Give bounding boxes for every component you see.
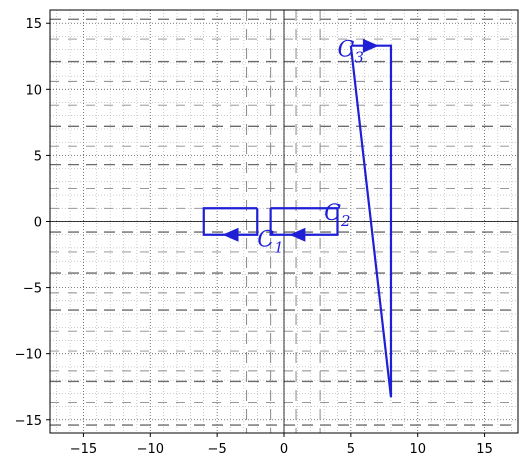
- curve-label-subscript: 3: [354, 48, 364, 66]
- y-tick-label: −5: [23, 282, 42, 297]
- x-tick-label: −5: [208, 442, 227, 457]
- y-tick-label: 15: [25, 17, 42, 32]
- axes: [50, 10, 518, 433]
- curve-label-subscript: 2: [340, 212, 351, 230]
- y-tick-label: 5: [34, 149, 42, 164]
- x-tick-label: −15: [70, 442, 97, 457]
- curve-label-c2: C2: [324, 201, 350, 230]
- x-tick-label: 10: [409, 442, 426, 457]
- tick-labels: −15 −10 −5 0 5 10 15 −15 −10 −5 0 5 10 15: [15, 10, 493, 457]
- y-tick-label: 10: [25, 83, 42, 98]
- x-tick-label: 15: [476, 442, 493, 457]
- x-tick-label: 5: [347, 442, 355, 457]
- y-tick-label: −10: [15, 348, 42, 363]
- curve-label-subscript: 1: [274, 239, 284, 257]
- curve-label-c3: C3: [337, 37, 363, 66]
- y-tick-label: 0: [34, 216, 42, 231]
- curve-c3-arrow-icon: [363, 39, 379, 53]
- x-tick-label: −10: [137, 442, 164, 457]
- x-tick-label: 0: [280, 442, 288, 457]
- y-tick-label: −15: [15, 414, 42, 429]
